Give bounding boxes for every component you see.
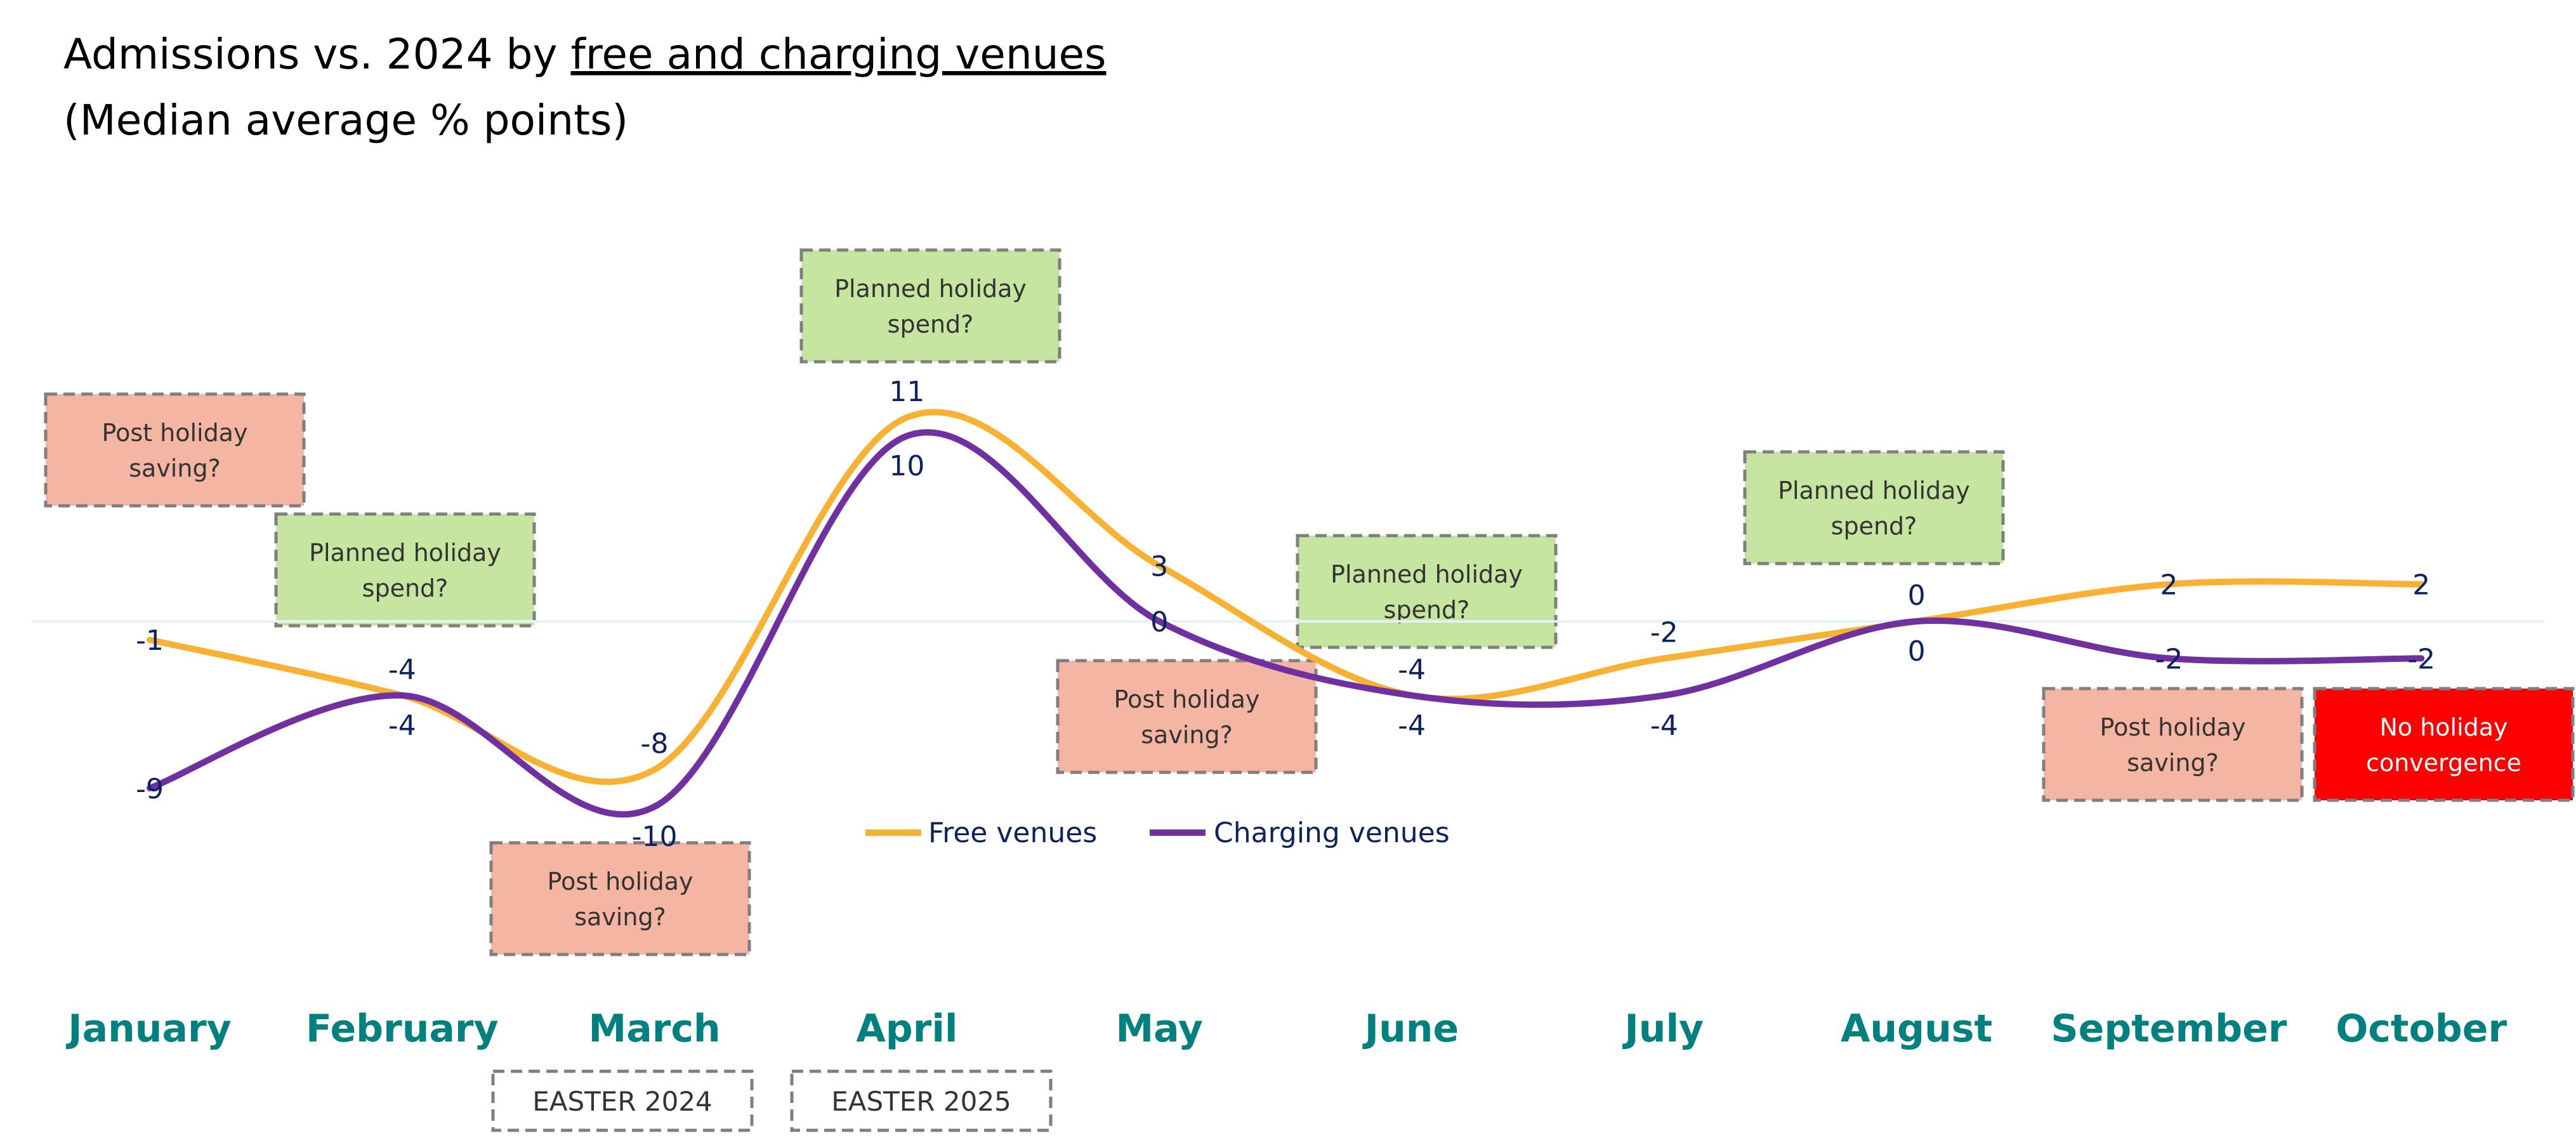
data-label: 0 [1150, 606, 1168, 638]
annotation-text: Post holiday [102, 419, 248, 447]
data-label: 0 [1908, 579, 1926, 612]
annotation-box: Post holiday saving? [489, 841, 751, 956]
svg-text:EASTER 2025: EASTER 2025 [831, 1086, 1011, 1117]
data-label: -10 [632, 821, 678, 853]
x-tick-label: March [589, 1007, 721, 1051]
legend-label: Free venues [928, 817, 1097, 849]
data-label: 11 [889, 376, 924, 408]
chart-title-underlined: free and charging venues [570, 30, 1106, 79]
annotation-box: Planned holiday spend? [274, 512, 536, 628]
data-label: -2 [2407, 643, 2435, 675]
data-label: 3 [1150, 550, 1168, 583]
annotation-text: saving? [574, 903, 666, 931]
annotation-text: saving? [1141, 721, 1233, 749]
annotation-box: Post holiday saving? [1056, 659, 1318, 774]
annotation-text: saving? [2127, 749, 2219, 777]
annotation-box: Planned holiday spend? [799, 248, 1061, 364]
x-tick-label: February [306, 1007, 499, 1051]
x-tick-label: April [856, 1007, 957, 1051]
x-tick-label: October [2336, 1007, 2507, 1051]
legend: Free venues Charging venues [865, 817, 1450, 849]
annotation-text: spend? [888, 310, 974, 338]
data-label: 10 [889, 450, 924, 482]
easter-note: EASTER 2025 [790, 1069, 1053, 1132]
annotation-text: Planned holiday [834, 275, 1027, 303]
annotation-text: Planned holiday [309, 539, 501, 567]
series-line-free [147, 409, 2425, 785]
annotation-text: Planned holiday [1331, 560, 1523, 588]
annotation-box: Post holiday saving? [2042, 687, 2304, 802]
data-label: -8 [641, 728, 669, 760]
annotation-text: saving? [129, 454, 221, 482]
data-label: -4 [1650, 710, 1678, 742]
x-tick-label: June [1362, 1007, 1459, 1051]
series-line-charging [147, 429, 2425, 818]
x-tick-label: July [1622, 1007, 1704, 1051]
x-tick-label: January [65, 1007, 231, 1051]
annotation-box: No holiday convergence [2313, 687, 2575, 802]
annotation-text: Post holiday [2100, 713, 2246, 741]
data-label: 2 [2160, 569, 2178, 602]
data-label: -2 [2155, 643, 2183, 675]
data-label: -4 [1398, 654, 1426, 686]
legend-label: Charging venues [1214, 817, 1450, 849]
x-tick-label: May [1115, 1007, 1202, 1051]
chart-title: Admissions vs. 2024 by free and charging… [63, 30, 1107, 79]
annotation-text: spend? [1831, 512, 1917, 540]
x-tick-label: August [1841, 1007, 1992, 1051]
data-label: 0 [1908, 635, 1926, 668]
annotation-box: Planned holiday spend? [1743, 450, 2005, 565]
chart-subtitle: (Median average % points) [63, 96, 628, 145]
annotation-text: convergence [2366, 749, 2521, 777]
data-label: -4 [388, 654, 416, 686]
data-label: -9 [136, 773, 164, 805]
annotation-text: No holiday [2379, 713, 2507, 741]
annotation-text: Planned holiday [1778, 477, 1970, 505]
annotation-text: spend? [1384, 596, 1470, 624]
data-label: 2 [2412, 569, 2430, 602]
annotation-text: Post holiday [548, 868, 693, 895]
x-tick-label: September [2051, 1007, 2287, 1051]
annotation-box: Planned holiday spend? [1296, 534, 1558, 649]
data-label: -1 [136, 624, 164, 657]
data-label: -4 [388, 710, 416, 742]
easter-note: EASTER 2024 [491, 1069, 754, 1132]
data-label: -2 [1650, 616, 1678, 649]
annotation-text: spend? [362, 574, 449, 602]
annotation-text: Post holiday [1114, 685, 1260, 713]
data-label: -4 [1398, 710, 1426, 742]
svg-text:EASTER 2024: EASTER 2024 [532, 1086, 713, 1117]
annotation-box: Post holiday saving? [44, 392, 306, 508]
